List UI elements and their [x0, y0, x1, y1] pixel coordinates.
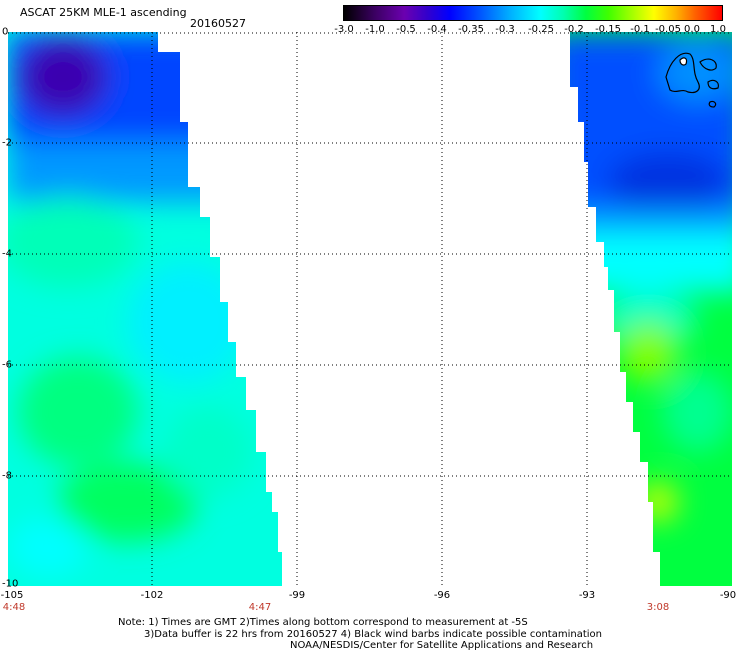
- colorbar-tick: -1.0: [365, 24, 385, 35]
- time-label: 3:08: [646, 602, 670, 613]
- product-title: ASCAT 25KM MLE-1 ascending: [20, 6, 187, 19]
- map-canvas: [8, 32, 732, 586]
- colorbar: [343, 5, 723, 21]
- left-swath: [8, 32, 282, 586]
- right-swath: [570, 32, 732, 586]
- x-tick-label: -93: [578, 590, 596, 601]
- footnote-line-3: NOAA/NESDIS/Center for Satellite Applica…: [290, 640, 594, 651]
- colorbar-tick: -0.35: [458, 24, 484, 35]
- colorbar-tick: -0.25: [528, 24, 554, 35]
- footnote-line-2: 3)Data buffer is 22 hrs from 20160527 4)…: [144, 629, 602, 640]
- map-grid: [8, 32, 732, 586]
- colorbar-tick: -0.2: [564, 24, 584, 35]
- colorbar-tick: -0.5: [396, 24, 416, 35]
- colorbar-tick: -0.3: [495, 24, 515, 35]
- colorbar-gradient: [343, 5, 723, 21]
- colorbar-tick: -0.4: [427, 24, 447, 35]
- x-tick-label: -90: [719, 590, 737, 601]
- colorbar-tick: -3.0: [334, 24, 354, 35]
- x-tick-label: -105: [0, 590, 24, 601]
- island-outline: [665, 52, 719, 108]
- product-date: 20160527: [190, 17, 246, 30]
- y-tick-label: -10: [2, 578, 19, 590]
- colorbar-tick: -0.1: [630, 24, 650, 35]
- colorbar-tick: 1.0: [710, 24, 726, 35]
- x-tick-label: -102: [140, 590, 164, 601]
- y-tick-label: -4: [2, 248, 12, 260]
- map-plot-area[interactable]: [8, 32, 732, 586]
- time-label: 4:48: [2, 602, 26, 613]
- colorbar-tick: -0.15: [595, 24, 621, 35]
- y-tick-label: 0: [2, 26, 9, 38]
- y-tick-label: -2: [2, 137, 12, 149]
- footnote-line-1: Note: 1) Times are GMT 2)Times along bot…: [118, 617, 528, 628]
- x-tick-label: -96: [433, 590, 451, 601]
- time-label: 4:47: [248, 602, 272, 613]
- x-tick-label: -99: [288, 590, 306, 601]
- y-tick-label: -8: [2, 470, 12, 482]
- colorbar-tick: -0.05: [655, 24, 681, 35]
- y-tick-label: -6: [2, 359, 12, 371]
- colorbar-tick: 0.0: [684, 24, 700, 35]
